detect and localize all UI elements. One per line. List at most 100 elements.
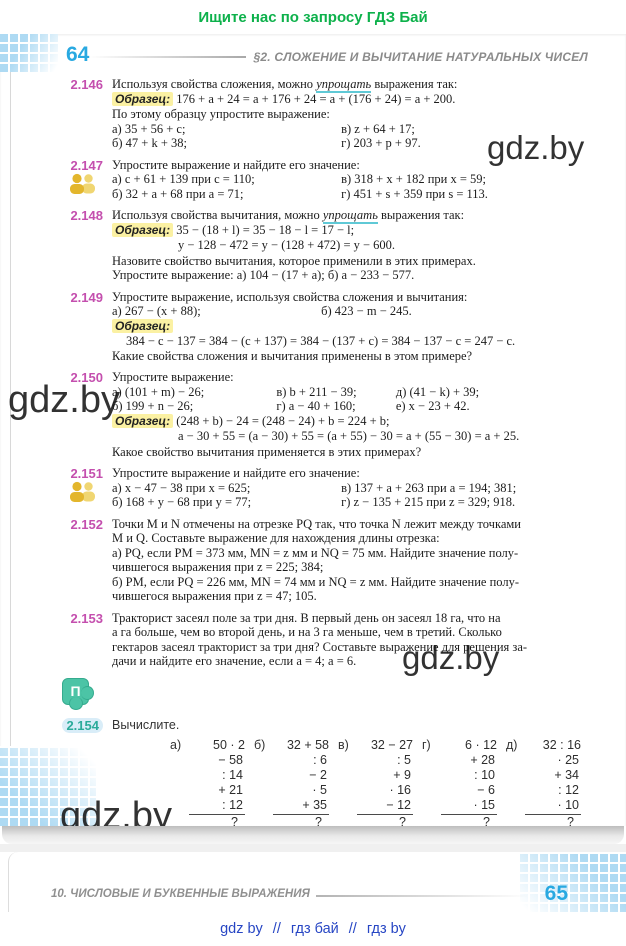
item: в) 318 + x + 182 при x = 59; (341, 172, 487, 186)
item: а) 267 − (x + 88); (112, 304, 201, 318)
problem-text: а) PQ, если PM = 373 мм, MN = z мм и NQ … (112, 545, 519, 560)
calc-op: + 35 (302, 798, 327, 812)
calc-result: ? (567, 815, 574, 826)
problem-number: 2.153 (70, 610, 103, 626)
problem-number: 2.148 (70, 208, 103, 223)
problem-intro: Используя свойства сложения, можно упрощ… (112, 77, 458, 93)
page-break-shadow (2, 826, 624, 844)
link-separator: // (348, 921, 357, 937)
problem-intro: Используя свойства вычитания, можно упро… (112, 208, 465, 224)
problem-items: а) 267 − (x + 88); б) 423 − m − 245. (112, 304, 610, 319)
item: в) b + 211 − 39; (276, 384, 357, 399)
sample-label-line: Образец: (112, 318, 610, 335)
problem-number: 2.146 (70, 77, 103, 92)
calc-op: + 9 (393, 768, 411, 782)
problem-text: Тракторист засеял поле за три дня. В пер… (112, 610, 501, 625)
calc-column-g: г) 6 · 12 + 28 : 10 − 6 · 15 ? (422, 738, 497, 826)
calc-op: · 10 (557, 798, 579, 812)
mosaic-decoration-footer-right (520, 852, 626, 912)
calc-op: − 12 (386, 798, 411, 812)
item: г) 451 + s + 359 при s = 113. (341, 186, 488, 201)
pair-work-icon (70, 173, 95, 194)
problem-2154: 2.154 Вычислите. а) 50 · 2 − 58 : 14 + 2… (0, 717, 610, 826)
sample-label: Образец: (112, 413, 174, 428)
problems-list: 2.146 Используя свойства сложения, можно… (0, 68, 626, 826)
item: б) 32 + a + 68 при a = 71; (112, 186, 244, 201)
puzzle-icon: П (62, 677, 94, 710)
calc-op: · 15 (473, 798, 495, 812)
item: е) x − 23 + 42. (395, 399, 470, 413)
problem-number: 2.152 (70, 516, 103, 532)
problem-text: дачи и найдите его значение, если a = 4;… (112, 654, 357, 668)
problem-text: Какие свойства сложения и вычитания прим… (112, 348, 473, 363)
problem-text: чившегося выражения при z = 47; 105. (112, 589, 317, 603)
header-rule (89, 56, 246, 58)
sample-line: Образец: 35 − (18 + l) = 35 − 18 − l = 1… (112, 222, 610, 239)
problem-text: По этому образцу упростите выражение: (112, 107, 330, 121)
problem-intro: Упростите выражение и найдите его значен… (112, 466, 360, 480)
puzzle-marker-row: П (62, 677, 610, 714)
calc-op: · 5 (312, 783, 327, 797)
problem-intro: Упростите выражение, используя свойства … (112, 289, 468, 304)
problem-text: M и Q. Составьте выражение для нахождени… (112, 531, 440, 545)
mosaic-decoration-bottom-left (0, 746, 96, 826)
link-gdz-by-cyrillic[interactable]: гдз by (366, 921, 406, 937)
calc-op: : 14 (222, 768, 243, 782)
item: г) a − 40 + 160; (276, 399, 356, 413)
calc-op: − 2 (309, 768, 327, 782)
page-header: 64 §2. СЛОЖЕНИЕ И ВЫЧИТАНИЕ НАТУРАЛЬНЫХ … (0, 34, 626, 68)
problem-number: 2.149 (70, 289, 103, 305)
page-number-64: 64 (66, 43, 90, 66)
problem-2146: 2.146 Используя свойства сложения, можно… (0, 77, 610, 151)
item: в) 137 + a + 263 при a = 194; 381; (341, 480, 517, 495)
calc-first: 32 : 16 (542, 738, 581, 752)
calc-result: ? (315, 815, 322, 826)
item: а) c + 61 + 139 при c = 110; (112, 172, 255, 186)
problem-items: а) 35 + 56 + c; в) z + 64 + 17; б) 47 + … (112, 122, 610, 151)
problem-2153: 2.153 Тракторист засеял поле за три дня.… (0, 611, 610, 669)
problem-number: 2.147 (70, 157, 103, 173)
problem-text: Назовите свойство вычитания, которое при… (112, 253, 476, 268)
problem-2149: 2.149 Упростите выражение, используя сво… (0, 290, 610, 364)
top-banner-text: Ищите нас по запросу ГДЗ Бай (198, 8, 428, 26)
problem-2147: 2.147 Упростите выражение и найдите его … (0, 158, 610, 202)
calc-column-d: д) 32 : 16 · 25 + 34 : 12 · 10 ? (506, 738, 581, 826)
item: в) z + 64 + 17; (341, 121, 415, 136)
calc-label: а) (170, 738, 182, 752)
calc-first: 6 · 12 (465, 738, 497, 752)
link-gdz-by[interactable]: gdz by (220, 921, 263, 937)
problem-2148: 2.148 Используя свойства вычитания, можн… (0, 208, 610, 283)
calc-op: : 10 (474, 768, 495, 782)
sample-line: 384 − c − 137 = 384 − (c + 137) = 384 − … (126, 334, 516, 348)
calc-result: ? (399, 815, 406, 826)
calc-op: − 58 (218, 753, 243, 767)
section-title: §2. СЛОЖЕНИЕ И ВЫЧИТАНИЕ НАТУРАЛЬНЫХ ЧИС… (253, 50, 588, 64)
link-gdz-bai[interactable]: гдз бай (290, 921, 339, 937)
sample-line: Образец: (248 + b) − 24 = (248 − 24) + b… (112, 413, 610, 430)
sample-line: Образец: 176 + a + 24 = a + 176 + 24 = a… (112, 91, 610, 108)
calc-op: − 6 (477, 783, 495, 797)
problem-items: а) x − 47 − 38 при x = 625; в) 137 + a +… (112, 481, 610, 510)
problem-intro: Упростите выражение: (112, 370, 234, 384)
page-left-edge-line (10, 34, 11, 826)
calc-op: · 25 (557, 753, 579, 767)
problem-text: чившегося выражения при z = 225; 384; (112, 560, 324, 574)
mosaic-decoration-top-left (0, 34, 58, 72)
puzzle-letter: П (70, 683, 81, 699)
scanned-page-65-footer: 10. ЧИСЛОВЫЕ И БУКВЕННЫЕ ВЫРАЖЕНИЯ 65 (8, 852, 626, 912)
item: б) 423 − m − 245. (321, 304, 412, 318)
calc-op: : 12 (558, 783, 579, 797)
sample-line-2: y − 128 − 472 = y − (128 + 472) = y − 60… (178, 238, 396, 252)
page-footer: 10. ЧИСЛОВЫЕ И БУКВЕННЫЕ ВЫРАЖЕНИЯ 65 (9, 852, 626, 906)
page-gap (0, 844, 626, 852)
scanned-page-64: 64 §2. СЛОЖЕНИЕ И ВЫЧИТАНИЕ НАТУРАЛЬНЫХ … (0, 34, 626, 826)
calc-label: д) (506, 738, 518, 752)
item: б) 168 + y − 68 при y = 77; (112, 495, 252, 509)
problem-text: Точки M и N отмечены на отрезке PQ так, … (112, 516, 521, 531)
top-banner: Ищите нас по запросу ГДЗ Бай (0, 0, 626, 34)
problem-2150: 2.150 Упростите выражение: а) (101 + m) … (0, 370, 610, 459)
calc-label: б) (254, 738, 266, 752)
link-separator: // (272, 921, 281, 937)
problem-items: а) (101 + m) − 26; в) b + 211 − 39; д) (… (112, 385, 610, 414)
